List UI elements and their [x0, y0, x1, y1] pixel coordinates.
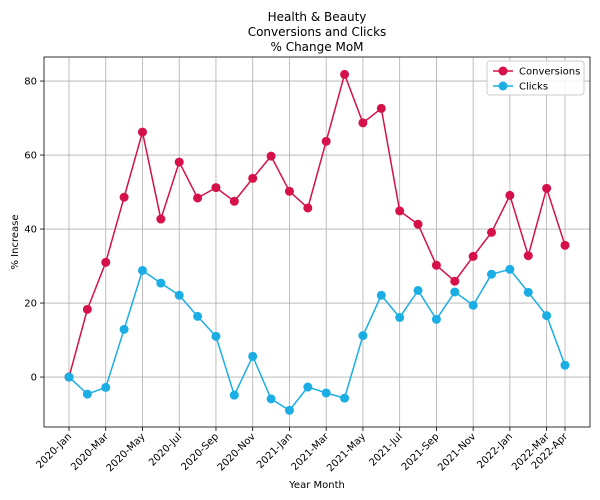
data-point — [211, 183, 221, 193]
data-point — [266, 151, 276, 161]
data-point — [82, 304, 92, 314]
data-point — [450, 276, 460, 286]
x-tick-label: 2021-May — [325, 431, 368, 474]
data-point — [340, 393, 350, 403]
data-point — [468, 251, 478, 261]
data-point — [505, 264, 515, 274]
data-point — [358, 331, 368, 341]
data-point — [266, 394, 276, 404]
data-point — [174, 290, 184, 300]
data-point — [468, 300, 478, 310]
data-point — [193, 193, 203, 203]
data-point — [560, 240, 570, 250]
data-point — [431, 314, 441, 324]
data-point — [284, 405, 294, 415]
data-point — [64, 372, 74, 382]
data-point — [560, 360, 570, 370]
data-point — [248, 173, 258, 183]
legend-item: Clicks — [493, 81, 548, 93]
data-point — [542, 183, 552, 193]
data-point — [395, 206, 405, 216]
data-point — [174, 157, 184, 167]
data-point — [303, 382, 313, 392]
y-axis-label: % Increase — [10, 215, 21, 270]
legend-marker — [498, 81, 508, 91]
title-line-2: Conversions and Clicks — [248, 25, 387, 39]
grid — [44, 57, 590, 427]
plot-frame — [43, 56, 591, 428]
series-conversions — [64, 69, 570, 382]
data-point — [523, 287, 533, 297]
data-point — [101, 257, 111, 267]
data-point — [505, 190, 515, 200]
data-point — [413, 219, 423, 229]
legend-label: Clicks — [519, 82, 548, 93]
x-tick-label: 2021-Sep — [400, 431, 442, 473]
data-point — [229, 196, 239, 206]
x-tick-label: 2021-Jul — [368, 431, 405, 468]
data-point — [303, 203, 313, 213]
data-point — [82, 389, 92, 399]
data-point — [248, 351, 258, 361]
title-line-1: Health & Beauty — [268, 10, 367, 24]
data-point — [376, 290, 386, 300]
legend-label: Conversions — [519, 67, 580, 78]
data-point — [137, 127, 147, 137]
y-tick-label: 0 — [31, 373, 37, 384]
data-point — [119, 324, 129, 334]
legend: Conversions Clicks — [486, 60, 585, 96]
data-point — [137, 265, 147, 275]
data-point — [284, 186, 294, 196]
data-point — [229, 390, 239, 400]
data-point — [395, 312, 405, 322]
y-tick-label: 20 — [24, 299, 37, 310]
x-axis-label: Year Month — [288, 480, 345, 491]
legend-item: Conversions — [493, 66, 580, 78]
x-tick-label: 2020-Sep — [179, 431, 221, 473]
data-point — [523, 251, 533, 261]
data-point — [321, 388, 331, 398]
x-tick-label: 2020-Jul — [147, 431, 184, 468]
data-point — [487, 227, 497, 237]
series-line — [68, 71, 566, 378]
y-tick-label: 80 — [24, 77, 37, 88]
data-point — [119, 192, 129, 202]
data-point — [450, 287, 460, 297]
data-point — [542, 311, 552, 321]
legend-marker — [498, 66, 508, 76]
x-tick-label: 2021-Nov — [436, 431, 478, 473]
data-point — [431, 260, 441, 270]
y-tick-label: 60 — [24, 151, 37, 162]
chart-title: Health & Beauty Conversions and Clicks %… — [248, 10, 387, 54]
y-tick-label: 40 — [24, 225, 37, 236]
data-point — [193, 311, 203, 321]
data-point — [101, 382, 111, 392]
data-point — [156, 278, 166, 288]
data-point — [211, 331, 221, 341]
data-point — [156, 214, 166, 224]
series — [64, 69, 570, 415]
data-point — [358, 118, 368, 128]
series-clicks — [64, 264, 570, 415]
data-point — [321, 136, 331, 146]
data-point — [340, 69, 350, 79]
series-line — [68, 268, 566, 412]
data-point — [413, 285, 423, 295]
data-point — [487, 269, 497, 279]
x-tick-label: 2020-Nov — [216, 431, 258, 473]
title-line-3: % Change MoM — [270, 40, 363, 54]
data-point — [376, 103, 386, 113]
x-tick-label: 2020-May — [105, 431, 148, 474]
